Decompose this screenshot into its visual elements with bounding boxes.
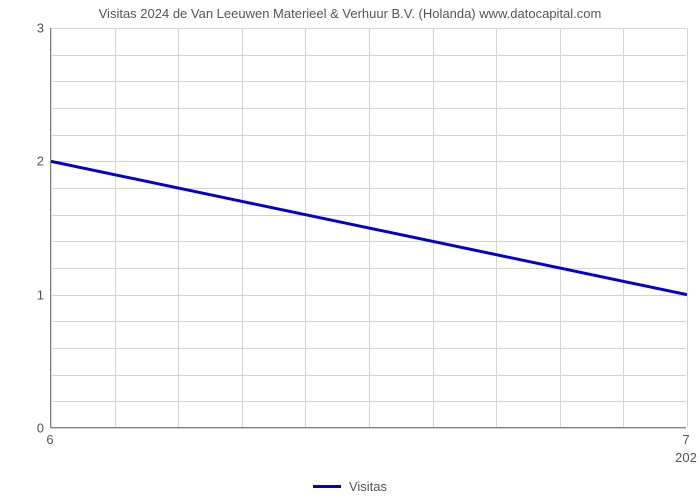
plot-area [50,28,686,428]
x-subtick-label: 202 [675,450,697,465]
gridline-v [433,28,434,427]
gridline-v [369,28,370,427]
chart-title: Visitas 2024 de Van Leeuwen Materieel & … [0,6,700,21]
gridline-v [115,28,116,427]
gridline-h [51,428,686,429]
gridline-v [178,28,179,427]
gridline-v [242,28,243,427]
gridline-v [623,28,624,427]
y-tick-label: 1 [26,287,44,302]
gridline-v [687,28,688,427]
y-tick-label: 3 [26,21,44,36]
legend-item: Visitas [313,479,387,494]
gridline-v [305,28,306,427]
x-tick-label: 7 [682,432,689,447]
gridline-v [496,28,497,427]
legend-swatch [313,485,341,488]
y-tick-label: 0 [26,421,44,436]
legend: Visitas [0,475,700,494]
x-tick-label: 6 [46,432,53,447]
gridline-v [51,28,52,427]
y-tick-label: 2 [26,154,44,169]
gridline-v [560,28,561,427]
legend-label: Visitas [349,479,387,494]
